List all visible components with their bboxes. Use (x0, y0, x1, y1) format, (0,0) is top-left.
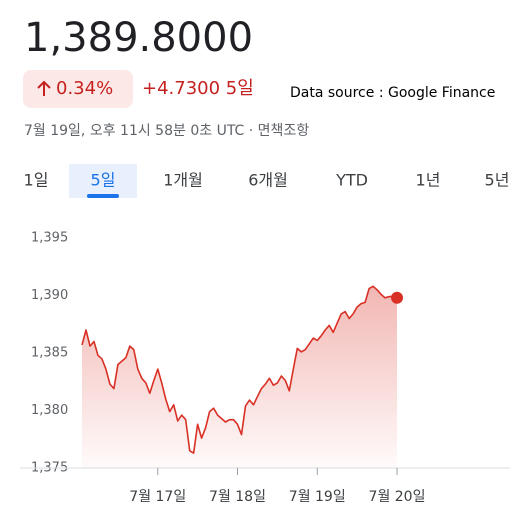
source-note: Data source : Google Finance (290, 85, 495, 101)
x-tick-label: 7월 19일 (289, 489, 346, 505)
up-arrow-icon (37, 80, 51, 96)
tab[interactable]: YTD (335, 171, 368, 190)
tab[interactable]: 5일 (91, 171, 116, 190)
timestamp: 7월 19일, 오후 11시 58분 0초 UTC · 면책조항 (24, 123, 309, 139)
tab[interactable]: 1개월 (163, 171, 203, 190)
tab[interactable]: 5년 (485, 171, 510, 190)
tab[interactable]: 1일 (24, 171, 49, 190)
x-tick-label: 7월 17일 (129, 489, 186, 505)
tab-underline (87, 194, 119, 198)
area-fill (82, 286, 397, 468)
tabs: 1일 5일 1개월 6개월 YTD 1년 5년 (24, 164, 510, 198)
tab[interactable]: 6개월 (248, 171, 288, 190)
y-tick-label: 1,385 (31, 346, 68, 361)
price-line (81, 285, 398, 454)
change-badge (23, 70, 133, 108)
change-percent: 0.34% (56, 78, 113, 99)
y-tick-label: 1,395 (31, 231, 68, 246)
y-tick-label: 1,380 (31, 403, 68, 418)
price: 1,389.8000 (24, 15, 253, 61)
x-tick-label: 7월 20일 (369, 489, 426, 505)
x-tick-label: 7월 18일 (209, 489, 266, 505)
tab[interactable]: 1년 (416, 171, 441, 190)
y-tick-label: 1,390 (31, 288, 68, 303)
tab-selected-bg (69, 164, 137, 198)
last-point (391, 291, 403, 304)
change-period: +4.7300 5일 (142, 78, 254, 99)
